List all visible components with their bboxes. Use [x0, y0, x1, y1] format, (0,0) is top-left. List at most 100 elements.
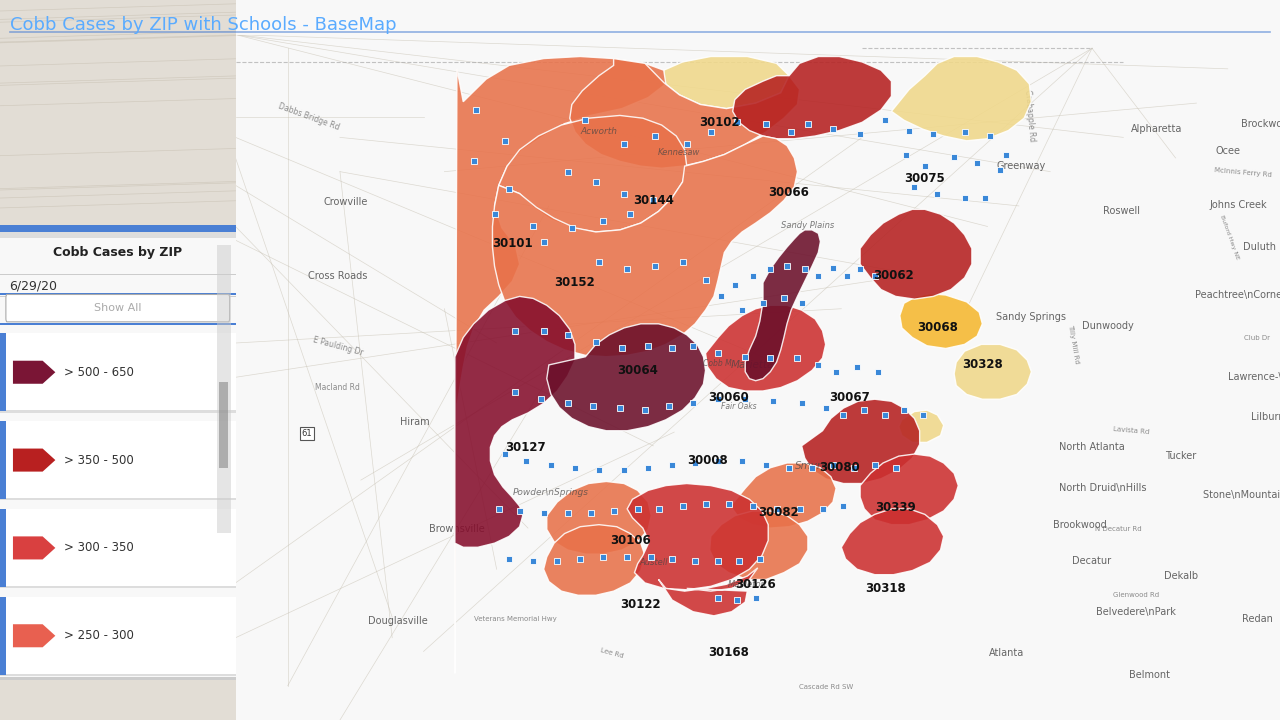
Bar: [0, 225, 236, 232]
Bar: [0, 509, 236, 587]
Bar: [0, 421, 6, 499]
Text: Brockwood: Brockwood: [1240, 119, 1280, 129]
Text: Fair Oaks: Fair Oaks: [721, 402, 756, 410]
Text: North Druid\nHills: North Druid\nHills: [1059, 483, 1146, 493]
Text: Greenway: Greenway: [996, 161, 1046, 171]
Polygon shape: [454, 56, 666, 673]
Polygon shape: [547, 482, 652, 554]
Bar: [0, 509, 6, 587]
Text: Cobb Cases by ZIP: Cobb Cases by ZIP: [54, 246, 182, 259]
Text: Duluth: Duluth: [1243, 242, 1276, 252]
Text: Mableton: Mableton: [728, 580, 767, 589]
Polygon shape: [627, 484, 768, 590]
Text: 30106: 30106: [611, 534, 650, 547]
Polygon shape: [801, 399, 919, 484]
Polygon shape: [891, 56, 1032, 141]
Text: Show All: Show All: [93, 303, 142, 313]
Text: Brownsville: Brownsville: [429, 524, 485, 534]
Text: 30080: 30080: [819, 462, 860, 474]
Text: Belmont: Belmont: [1129, 670, 1170, 680]
Text: Douglasville: Douglasville: [367, 616, 428, 626]
Text: > 350 - 500: > 350 - 500: [64, 454, 133, 467]
Polygon shape: [13, 361, 55, 384]
Text: 30126: 30126: [735, 577, 776, 591]
FancyBboxPatch shape: [6, 294, 229, 322]
Bar: [0, 232, 236, 238]
Text: Ocee: Ocee: [1215, 146, 1240, 156]
Polygon shape: [732, 56, 891, 139]
Bar: [0, 677, 236, 680]
Polygon shape: [664, 56, 788, 109]
Text: Dabbs Bridge Rd: Dabbs Bridge Rd: [276, 102, 340, 132]
Text: Smyrna: Smyrna: [795, 462, 836, 472]
Text: > 250 - 300: > 250 - 300: [64, 629, 133, 642]
Bar: [216, 245, 230, 533]
Text: Sandy Springs: Sandy Springs: [996, 312, 1066, 322]
Text: Kennesaw: Kennesaw: [658, 148, 700, 157]
Text: North Atlanta: North Atlanta: [1059, 442, 1125, 452]
Text: Powder\nSprings: Powder\nSprings: [513, 488, 589, 497]
Text: Marietta: Marietta: [731, 360, 774, 370]
Text: Lilburn: Lilburn: [1251, 412, 1280, 422]
Text: Cross Roads: Cross Roads: [308, 271, 367, 281]
Polygon shape: [493, 136, 797, 356]
Text: E Paulding Dr: E Paulding Dr: [312, 336, 364, 357]
Text: 30066: 30066: [769, 186, 809, 199]
Text: Alpharetta: Alpharetta: [1132, 124, 1183, 134]
Text: 30067: 30067: [829, 392, 870, 405]
Text: 30082: 30082: [758, 506, 799, 520]
Text: Lee Rd: Lee Rd: [599, 647, 623, 659]
Bar: [0, 674, 236, 676]
Text: Hiram: Hiram: [401, 417, 430, 427]
Text: 30318: 30318: [865, 582, 905, 595]
Text: Cascade Rd SW: Cascade Rd SW: [799, 684, 852, 690]
Text: Glenwood Rd: Glenwood Rd: [1112, 593, 1158, 598]
Text: Lawrence-\nville: Lawrence-\nville: [1228, 372, 1280, 382]
Text: Macland Rd: Macland Rd: [315, 383, 360, 392]
Polygon shape: [731, 463, 836, 528]
Polygon shape: [13, 624, 55, 647]
Polygon shape: [544, 525, 645, 595]
Text: Belvedere\nPark: Belvedere\nPark: [1096, 607, 1176, 617]
Polygon shape: [454, 297, 575, 547]
Text: 30328: 30328: [963, 359, 1002, 372]
Bar: [0, 293, 236, 295]
Polygon shape: [13, 536, 55, 559]
Text: Dunwoody: Dunwoody: [1082, 321, 1134, 331]
Text: Brookwood: Brookwood: [1052, 520, 1106, 530]
Text: 6/29/20: 6/29/20: [9, 279, 58, 292]
Bar: [219, 382, 228, 468]
Text: N Decatur Rd: N Decatur Rd: [1094, 526, 1142, 533]
Polygon shape: [860, 454, 959, 525]
Bar: [0, 333, 6, 411]
Text: 30068: 30068: [916, 321, 957, 334]
Text: 30122: 30122: [621, 598, 660, 611]
Polygon shape: [860, 210, 972, 299]
Text: Dekalb: Dekalb: [1164, 571, 1198, 581]
Polygon shape: [547, 324, 705, 431]
Text: 30062: 30062: [873, 269, 914, 282]
Text: 30075: 30075: [905, 172, 945, 185]
Text: Cobb Cases by ZIP with Schools - BaseMap: Cobb Cases by ZIP with Schools - BaseMap: [10, 16, 397, 34]
Text: 30060: 30060: [708, 392, 749, 405]
Bar: [0, 296, 236, 297]
Polygon shape: [899, 410, 943, 442]
Text: Lavista Rd: Lavista Rd: [1114, 426, 1149, 436]
Text: 30144: 30144: [632, 194, 673, 207]
Bar: [0, 274, 236, 275]
Text: > 300 - 350: > 300 - 350: [64, 541, 133, 554]
Polygon shape: [570, 58, 800, 168]
Text: Stone\nMountain Park: Stone\nMountain Park: [1203, 490, 1280, 500]
Text: 30168: 30168: [708, 647, 749, 660]
Text: 30008: 30008: [687, 454, 728, 467]
Text: Crabapple Rd: Crabapple Rd: [1023, 89, 1036, 142]
Polygon shape: [709, 511, 808, 580]
Text: Tucker: Tucker: [1165, 451, 1197, 461]
Text: Tilly Mill Rd: Tilly Mill Rd: [1066, 324, 1079, 364]
Text: 61: 61: [301, 429, 312, 438]
Bar: [0, 410, 236, 413]
Text: 30152: 30152: [554, 276, 595, 289]
Text: 30064: 30064: [617, 364, 658, 377]
Text: Buford Hwy NE: Buford Hwy NE: [1220, 214, 1240, 260]
Text: Atlanta: Atlanta: [988, 648, 1024, 658]
